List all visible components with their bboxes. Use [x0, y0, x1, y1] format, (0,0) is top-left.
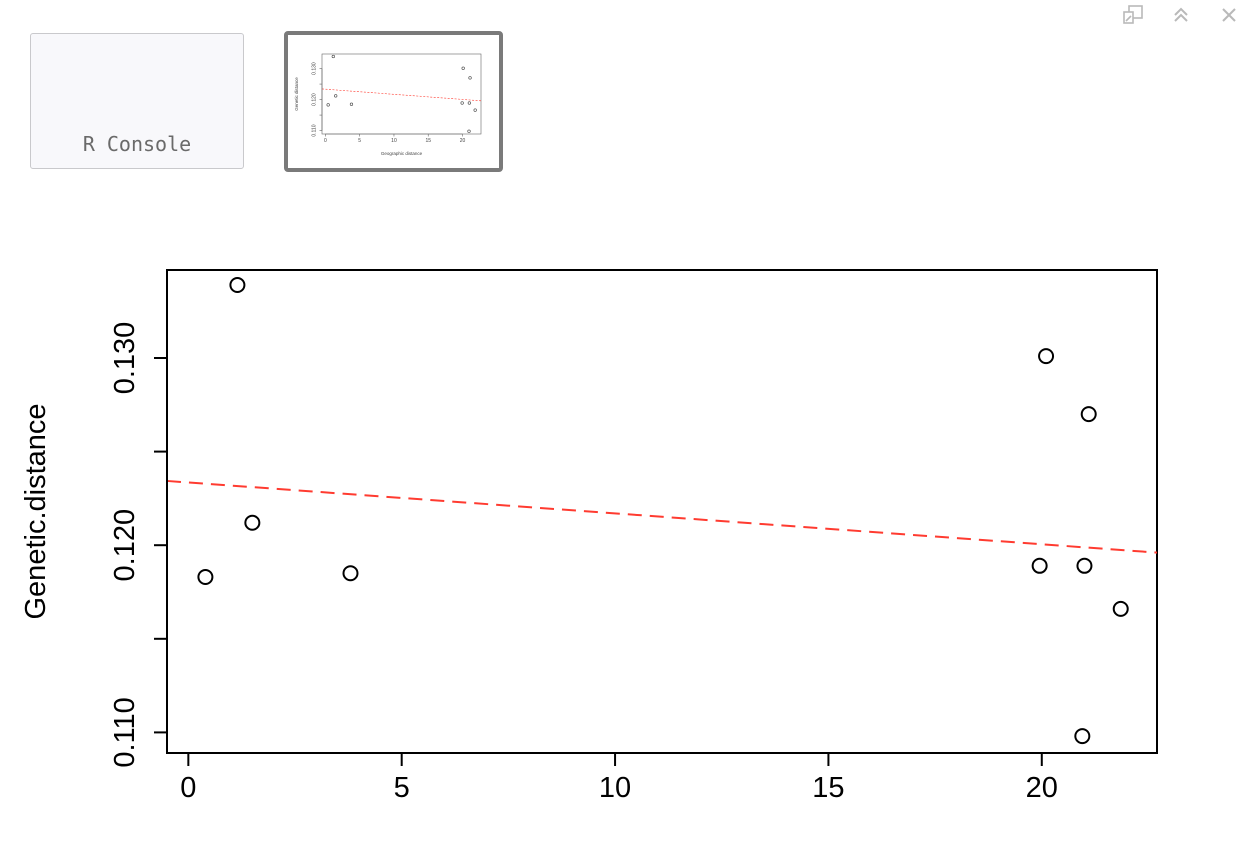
y-tick-label: 0.130 — [109, 322, 141, 395]
data-point — [1076, 557, 1093, 574]
data-point — [331, 54, 335, 59]
data-point — [467, 101, 471, 105]
x-tick-label: 20 — [1026, 772, 1058, 804]
collapse-icon[interactable] — [1164, 2, 1198, 28]
y-axis-title: Genetic distance — [294, 77, 299, 111]
data-point — [326, 103, 330, 107]
x-tick-label: 5 — [394, 772, 410, 804]
data-point — [334, 94, 338, 98]
trend-line — [321, 88, 482, 102]
tab-r-console[interactable]: R Console — [30, 33, 244, 169]
scatter-plot: 0 5 10 15 20 0.110 0.120 0.130 Genetic.distance — [20, 269, 1158, 804]
data-point — [244, 514, 261, 531]
x-tick-label: 10 — [391, 138, 397, 144]
trend-line — [166, 479, 1158, 554]
x-tick-label: 0 — [324, 138, 327, 144]
data-point — [1074, 728, 1091, 745]
tab-r-console-label: R Console — [82, 132, 192, 156]
x-tick-label: 15 — [425, 138, 431, 144]
data-point — [349, 102, 354, 106]
data-point — [1031, 557, 1048, 574]
x-tick-label: 20 — [460, 138, 466, 144]
y-tick-label: 0.120 — [312, 93, 318, 106]
y-tick-label: 0.130 — [312, 62, 318, 75]
tab-plot-thumbnail[interactable]: 0 5 10 15 20 0.110 0.120 0.130 Genetic distance G… — [284, 31, 503, 172]
x-tick-label: 15 — [812, 772, 844, 804]
data-point — [1112, 600, 1129, 617]
close-icon[interactable] — [1212, 2, 1246, 28]
data-point — [197, 569, 214, 586]
x-axis-title: Geographic distance — [381, 151, 423, 156]
x-tick-label: 0 — [180, 772, 196, 804]
data-point — [1080, 406, 1097, 423]
data-point — [473, 108, 477, 112]
data-point — [467, 129, 471, 133]
plot-area: 0 5 10 15 20 0.110 0.120 0.130 Genetic.distance — [0, 250, 1258, 854]
plot-frame — [321, 53, 482, 135]
x-tick-label: 10 — [599, 772, 631, 804]
data-point — [229, 276, 246, 293]
data-point — [1038, 348, 1055, 365]
data-point — [461, 66, 465, 70]
popout-icon[interactable] — [1116, 2, 1150, 28]
y-tick-label: 0.120 — [109, 509, 141, 582]
data-point — [342, 565, 359, 582]
plot-frame — [166, 269, 1158, 754]
x-tick-label: 5 — [358, 138, 361, 144]
data-point — [460, 101, 464, 105]
plot-thumbnail: 0 5 10 15 20 0.110 0.120 0.130 Genetic distance G… — [294, 53, 482, 156]
window-controls — [1116, 2, 1246, 28]
data-point — [468, 76, 472, 80]
y-tick-label: 0.110 — [312, 124, 318, 136]
y-tick-label: 0.110 — [109, 697, 141, 767]
y-axis-title: Genetic.distance — [20, 403, 52, 619]
